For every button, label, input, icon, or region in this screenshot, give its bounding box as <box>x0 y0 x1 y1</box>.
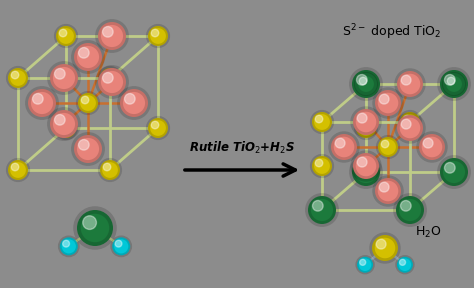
Circle shape <box>55 115 65 125</box>
Circle shape <box>445 75 455 85</box>
Circle shape <box>397 71 423 97</box>
Circle shape <box>400 112 420 132</box>
Circle shape <box>11 163 19 171</box>
Circle shape <box>102 26 113 37</box>
Circle shape <box>375 90 401 116</box>
Circle shape <box>401 119 411 129</box>
Circle shape <box>100 160 120 180</box>
Circle shape <box>397 115 423 141</box>
Circle shape <box>63 240 70 247</box>
Circle shape <box>397 257 413 273</box>
Circle shape <box>103 163 111 171</box>
Circle shape <box>56 26 76 46</box>
Circle shape <box>50 64 78 92</box>
Circle shape <box>359 77 367 85</box>
Circle shape <box>77 210 113 246</box>
Text: S$^{2-}$ doped TiO$_2$: S$^{2-}$ doped TiO$_2$ <box>342 22 442 41</box>
Circle shape <box>379 182 389 192</box>
Circle shape <box>335 138 345 148</box>
Circle shape <box>400 259 406 265</box>
Circle shape <box>376 239 386 249</box>
Circle shape <box>50 110 78 138</box>
Circle shape <box>360 259 366 265</box>
Circle shape <box>79 48 89 58</box>
Circle shape <box>357 157 367 167</box>
Circle shape <box>125 94 135 104</box>
Circle shape <box>148 26 168 46</box>
Circle shape <box>60 237 78 255</box>
Circle shape <box>440 158 468 186</box>
Circle shape <box>74 43 102 71</box>
Circle shape <box>381 140 389 148</box>
Circle shape <box>444 74 464 94</box>
Circle shape <box>98 68 126 96</box>
Circle shape <box>353 109 379 135</box>
Circle shape <box>81 96 89 104</box>
Circle shape <box>372 235 398 261</box>
Circle shape <box>445 162 455 173</box>
Circle shape <box>423 138 433 148</box>
Circle shape <box>419 134 445 160</box>
Circle shape <box>11 71 19 79</box>
Circle shape <box>401 75 411 85</box>
Circle shape <box>148 118 168 138</box>
Circle shape <box>403 115 411 123</box>
Circle shape <box>356 162 367 173</box>
Circle shape <box>315 159 323 167</box>
Circle shape <box>379 94 389 104</box>
Circle shape <box>352 70 380 98</box>
Circle shape <box>100 68 120 88</box>
Circle shape <box>378 137 398 157</box>
Circle shape <box>359 121 367 129</box>
Circle shape <box>28 89 56 117</box>
Circle shape <box>151 29 159 37</box>
Circle shape <box>59 29 67 37</box>
Circle shape <box>353 153 379 179</box>
Text: Rutile TiO$_2$+H$_2$S: Rutile TiO$_2$+H$_2$S <box>189 140 295 156</box>
Circle shape <box>98 22 126 50</box>
Circle shape <box>8 160 28 180</box>
Circle shape <box>115 240 122 247</box>
Circle shape <box>357 257 373 273</box>
Circle shape <box>312 200 323 211</box>
Circle shape <box>396 196 424 224</box>
Circle shape <box>151 121 159 129</box>
Circle shape <box>56 118 76 138</box>
Circle shape <box>440 70 468 98</box>
Circle shape <box>357 113 367 123</box>
Circle shape <box>352 158 380 186</box>
Circle shape <box>312 112 332 132</box>
Circle shape <box>79 139 89 150</box>
Circle shape <box>447 77 455 85</box>
Circle shape <box>308 196 336 224</box>
Circle shape <box>59 121 67 129</box>
Circle shape <box>83 216 96 230</box>
Circle shape <box>356 74 376 94</box>
Circle shape <box>102 73 113 83</box>
Circle shape <box>112 237 130 255</box>
Circle shape <box>331 134 357 160</box>
Circle shape <box>55 69 65 79</box>
Circle shape <box>8 68 28 88</box>
Circle shape <box>78 93 98 113</box>
Circle shape <box>312 156 332 176</box>
Circle shape <box>103 71 111 79</box>
Circle shape <box>356 118 376 138</box>
Circle shape <box>33 94 43 104</box>
Circle shape <box>74 135 102 163</box>
Circle shape <box>315 115 323 123</box>
Circle shape <box>375 178 401 204</box>
Circle shape <box>401 200 411 211</box>
Circle shape <box>120 89 148 117</box>
Circle shape <box>356 75 367 85</box>
Text: H$_2$O: H$_2$O <box>415 224 442 240</box>
